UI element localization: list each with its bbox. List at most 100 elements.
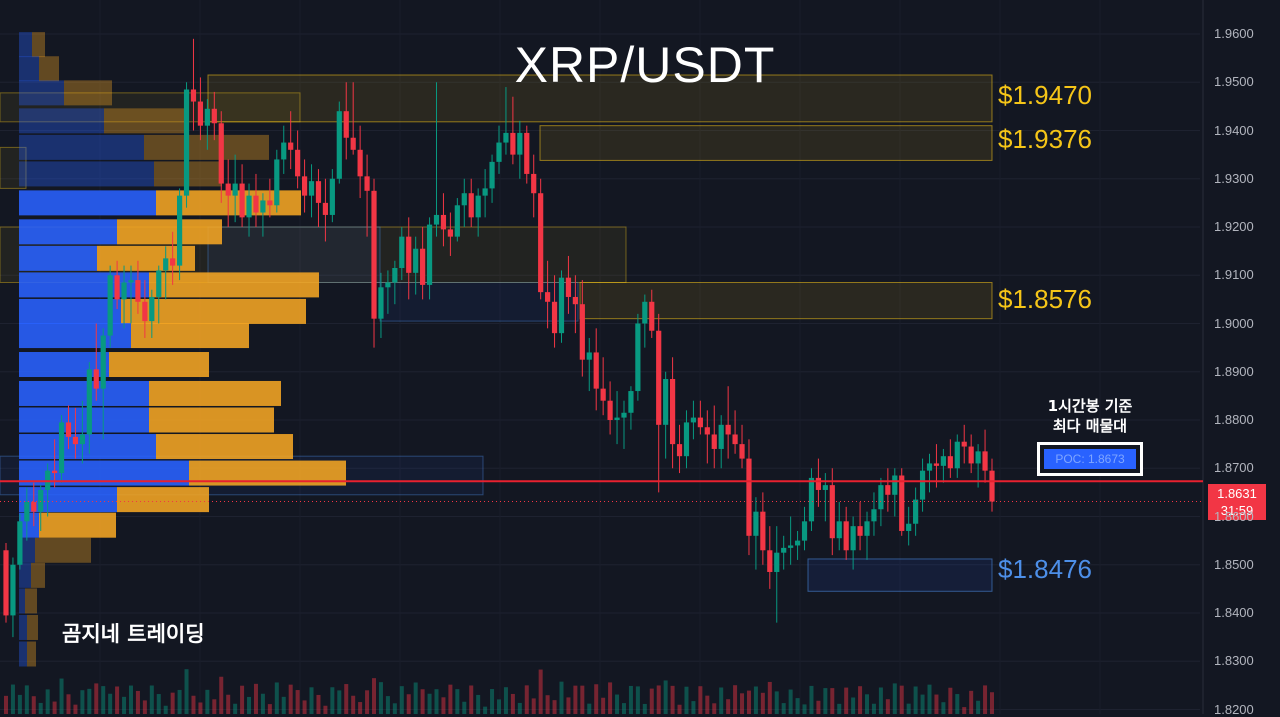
level-label-3: $1.8576 <box>998 284 1092 314</box>
level-label-1: $1.9470 <box>998 80 1092 110</box>
candle-body <box>308 181 315 196</box>
candle-body <box>489 161 495 189</box>
candle-body <box>239 183 245 218</box>
volume-bar <box>191 695 196 714</box>
y-tick-label: 1.9100 <box>1214 267 1254 283</box>
volume-bar <box>378 682 383 714</box>
candle-body <box>808 477 815 522</box>
candle-body <box>420 248 426 285</box>
volume-bar <box>559 681 564 714</box>
candle-body <box>926 463 933 471</box>
profile-bar-buy <box>19 219 117 245</box>
candle-body <box>440 214 447 230</box>
volume-bar <box>587 703 592 714</box>
candle-body <box>107 275 113 336</box>
volume-bar <box>392 703 397 714</box>
candle-body <box>176 195 183 266</box>
volume-bar <box>80 690 85 714</box>
candle-body <box>669 378 676 445</box>
candle-body <box>718 424 724 449</box>
candle-body <box>767 550 773 572</box>
y-tick-label: 1.9500 <box>1214 74 1254 90</box>
volume-bar <box>365 690 370 714</box>
level-zone <box>207 74 993 123</box>
volume-bar <box>295 690 300 714</box>
volume-bar <box>156 694 161 714</box>
history-zone <box>0 146 27 189</box>
profile-bar-buy <box>19 588 25 614</box>
volume-bar <box>601 697 606 714</box>
candle-body <box>794 540 801 546</box>
volume-bar <box>642 703 647 714</box>
volume-bar <box>913 686 918 714</box>
volume-bar <box>455 689 460 714</box>
volume-bar <box>212 699 217 714</box>
candle-body <box>503 132 509 143</box>
profile-bar-sell <box>156 434 293 460</box>
volume-bar <box>774 691 779 714</box>
volume-bar <box>434 689 439 714</box>
candle-body <box>468 193 474 218</box>
candle-body <box>343 111 349 138</box>
candle-body <box>475 195 481 218</box>
volume-bar <box>684 686 689 714</box>
volume-bar <box>948 687 953 714</box>
volume-bar <box>990 692 994 714</box>
volume-bar <box>545 695 550 714</box>
candle-body <box>426 224 433 285</box>
volume-bar <box>899 685 904 714</box>
candle-body <box>947 456 953 469</box>
candle-body <box>843 521 849 551</box>
volume-bar <box>851 697 856 714</box>
volume-bar <box>226 694 231 714</box>
volume-bar <box>809 685 814 714</box>
volume-bar <box>677 704 682 714</box>
profile-bar-buy <box>19 641 27 667</box>
volume-bar <box>712 703 717 714</box>
volume-bar <box>795 698 800 714</box>
candle-body <box>961 441 967 447</box>
volume-bar <box>580 685 585 714</box>
volume-bar <box>31 696 36 714</box>
candle-body <box>607 400 613 420</box>
profile-bar-sell <box>27 614 38 640</box>
volume-bar <box>663 680 668 714</box>
candle-body <box>517 132 523 155</box>
profile-bar-sell <box>32 32 45 58</box>
candle-body <box>301 176 308 196</box>
candle-body <box>871 509 877 522</box>
volume-bar <box>128 685 133 714</box>
candle-body <box>781 547 787 553</box>
volume-bar <box>733 685 738 714</box>
volume-bar <box>219 676 224 714</box>
volume-bar <box>163 705 168 714</box>
volume-bar <box>566 697 571 714</box>
volume-bar <box>413 682 418 714</box>
y-tick-label: 1.9600 <box>1214 26 1254 41</box>
level-label-4: $1.8476 <box>998 554 1092 584</box>
volume-bar <box>288 684 293 714</box>
profile-bar-buy <box>19 562 31 588</box>
volume-bar <box>247 696 252 714</box>
candle-body <box>163 258 169 271</box>
volume-bar <box>281 696 286 714</box>
volume-bar <box>531 698 536 714</box>
profile-bar-buy <box>19 434 156 460</box>
candle-body <box>433 214 440 225</box>
volume-bar <box>344 684 349 714</box>
volume-bar <box>983 685 988 714</box>
candle-body <box>295 149 301 177</box>
volume-bar <box>858 686 863 714</box>
candle-body <box>642 301 648 324</box>
y-tick-label: 1.8200 <box>1214 701 1254 717</box>
candle-body <box>378 287 384 319</box>
profile-bar-sell <box>117 487 209 513</box>
candle-countdown: 31:59 <box>1220 502 1254 518</box>
candle-body <box>683 422 690 457</box>
candle-body <box>156 270 162 297</box>
profile-bar-sell <box>104 108 184 134</box>
profile-bar-buy <box>19 614 27 640</box>
profile-bar-sell <box>64 80 112 106</box>
candle-body <box>864 521 870 536</box>
